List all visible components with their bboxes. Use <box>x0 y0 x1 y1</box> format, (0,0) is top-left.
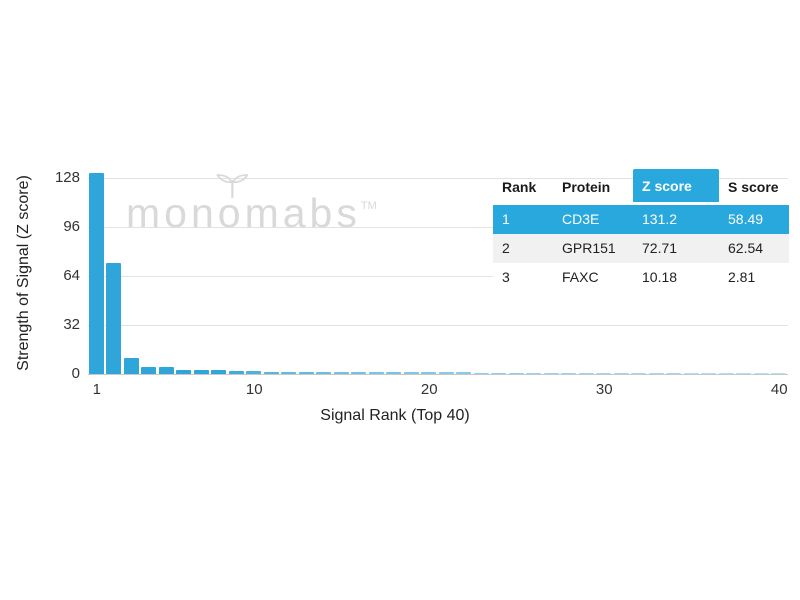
bar-rank-18 <box>386 372 401 374</box>
table-header-cell: Z score <box>633 169 719 202</box>
x-axis-title: Signal Rank (Top 40) <box>320 407 470 424</box>
y-tick-label: 64 <box>63 267 80 284</box>
table-row: 1 CD3E 131.2 58.49 <box>493 205 789 234</box>
table-cell: 58.49 <box>728 211 764 227</box>
bar-rank-11 <box>263 371 279 374</box>
protein-score-table: Rank Protein Z score S score 1 CD3E 131.2 58.4… <box>493 169 789 292</box>
bar-rank-15 <box>333 372 349 374</box>
bar-rank-22 <box>456 372 471 374</box>
bar-rank-39 <box>753 373 769 374</box>
table-cell: 62.54 <box>728 240 764 256</box>
plot-area <box>88 173 788 375</box>
bar-rank-25 <box>508 372 524 374</box>
bar-rank-26 <box>526 372 541 374</box>
table-cell: 1 <box>502 211 510 227</box>
bar-rank-16 <box>351 372 366 374</box>
table-cell: 10.18 <box>642 269 678 285</box>
bar-rank-28 <box>561 372 576 374</box>
y-tick-label: 32 <box>63 316 80 333</box>
watermark-text-suffix: mabs <box>244 190 361 236</box>
gridline <box>88 325 788 326</box>
bar-rank-3 <box>123 358 139 374</box>
x-tick-label: 1 <box>92 381 101 398</box>
table-cell: 131.2 <box>642 211 678 227</box>
table-header-row: Rank Protein Z score S score <box>493 169 789 205</box>
x-tick-label: 20 <box>420 381 438 398</box>
bar-rank-8 <box>211 370 226 374</box>
bar-rank-13 <box>298 371 314 374</box>
bar-rank-9 <box>228 371 244 374</box>
watermark-text-prefix: mon <box>126 190 218 236</box>
bar-rank-7 <box>193 370 209 374</box>
table-cell: 72.71 <box>642 240 678 256</box>
table-cell: GPR151 <box>562 240 616 256</box>
bar-rank-10 <box>246 371 261 374</box>
y-tick-label: 0 <box>71 365 80 382</box>
y-tick-label: 128 <box>54 169 80 186</box>
bar-rank-17 <box>368 372 384 374</box>
table-cell: CD3E <box>562 211 600 227</box>
bar-rank-1 <box>88 173 104 374</box>
x-tick-label: 30 <box>595 381 613 398</box>
bar-rank-36 <box>701 373 716 374</box>
bar-rank-4 <box>141 366 156 374</box>
x-axis-line <box>88 374 788 375</box>
bar-rank-21 <box>438 372 454 374</box>
gridline <box>88 178 788 179</box>
y-axis-title: Strength of Signal (Z score) <box>15 175 32 371</box>
x-tick-label: 40 <box>770 381 788 398</box>
bar-rank-37 <box>718 373 734 374</box>
watermark-text-o: o <box>217 190 245 236</box>
bar-rank-5 <box>158 366 174 374</box>
bar-rank-40 <box>771 373 786 374</box>
bar-rank-34 <box>666 373 681 374</box>
bar-rank-23 <box>473 372 489 374</box>
x-tick-label: 10 <box>245 381 263 398</box>
table-cell: 2.81 <box>728 269 756 285</box>
bar-rank-30 <box>596 372 611 374</box>
trademark-symbol: TM <box>360 200 377 212</box>
table-body: 1 CD3E 131.2 58.49 2 GPR151 72.71 62.54 3 FAXC 10.… <box>493 205 789 292</box>
table-row: 3 FAXC 10.18 2.81 <box>493 263 789 292</box>
table-cell: FAXC <box>562 269 599 285</box>
bar-rank-19 <box>403 372 419 374</box>
bar-rank-2 <box>106 262 121 374</box>
sprout-icon <box>216 174 249 198</box>
table-cell: 3 <box>502 269 510 285</box>
watermark-o: o <box>216 174 249 236</box>
bar-rank-12 <box>281 371 296 374</box>
watermark: mon omabsTM <box>126 174 377 236</box>
bar-rank-20 <box>421 372 436 374</box>
table-cell: 2 <box>502 240 510 256</box>
bar-rank-33 <box>648 373 664 374</box>
table-row: 2 GPR151 72.71 62.54 <box>493 234 789 263</box>
y-tick-label: 96 <box>63 218 80 235</box>
bar-rank-29 <box>578 372 594 374</box>
bar-rank-31 <box>613 372 629 374</box>
bar-rank-14 <box>316 371 331 374</box>
table-header-cell: Protein <box>562 179 611 195</box>
bar-rank-32 <box>631 373 646 374</box>
gridline <box>88 227 788 228</box>
gridline <box>88 276 788 277</box>
bar-rank-27 <box>543 372 559 374</box>
table-header-cell: Rank <box>502 179 537 195</box>
table-header-cell: S score <box>728 179 779 195</box>
bar-rank-38 <box>736 373 751 374</box>
bar-rank-6 <box>176 370 191 374</box>
bar-rank-24 <box>491 372 506 374</box>
bar-rank-35 <box>683 373 699 374</box>
